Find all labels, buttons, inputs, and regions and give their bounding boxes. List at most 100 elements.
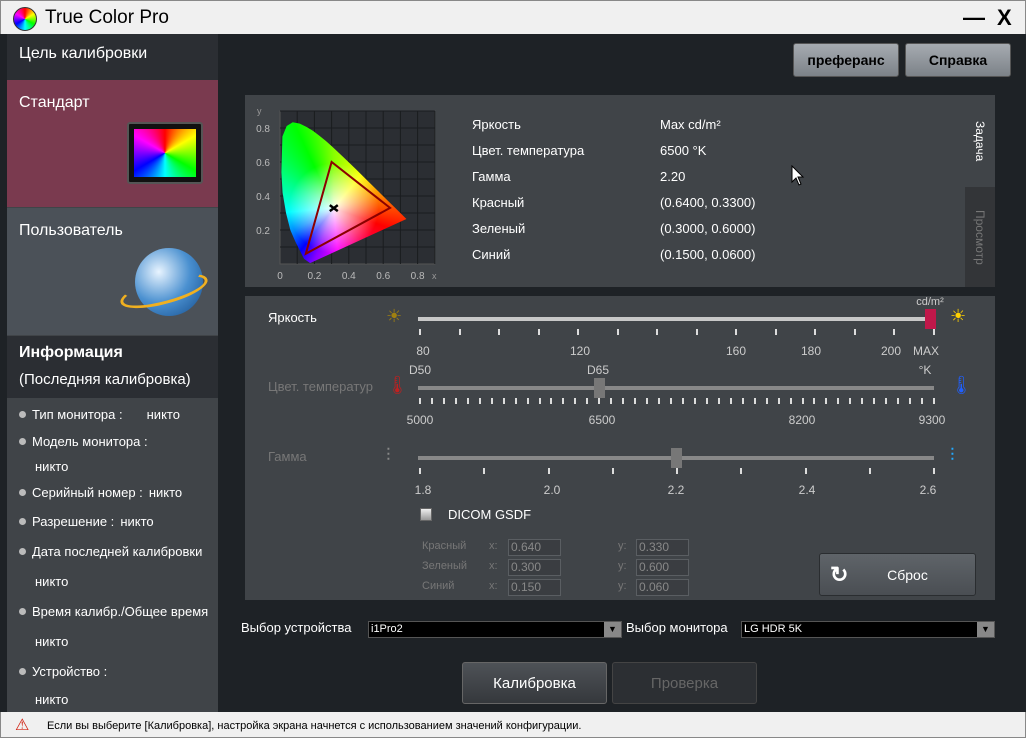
info-label: Разрешение : bbox=[32, 514, 115, 529]
temperature-tick bbox=[419, 398, 421, 404]
temperature-tick bbox=[837, 398, 840, 404]
temperature-slider-track[interactable] bbox=[418, 386, 934, 390]
sun-dim-icon: ☀ bbox=[386, 306, 403, 326]
tab-preview[interactable]: Просмотр bbox=[965, 187, 995, 287]
info-title: Информация bbox=[19, 344, 123, 361]
minimize-button[interactable]: — bbox=[963, 5, 985, 30]
info-label: Дата последней калибровки bbox=[32, 544, 203, 559]
temperature-tick bbox=[586, 398, 589, 404]
temperature-tick bbox=[777, 398, 780, 404]
dicom-checkbox[interactable] bbox=[420, 508, 432, 521]
target-standard[interactable]: Стандарт bbox=[7, 80, 218, 207]
monitor-select[interactable]: LG HDR 5K ▼ bbox=[741, 621, 995, 638]
summary-label: Синий bbox=[472, 247, 511, 262]
temperature-tick bbox=[646, 398, 649, 404]
verify-button[interactable]: Проверка bbox=[612, 662, 757, 704]
x-label: x: bbox=[489, 540, 498, 552]
chevron-down-icon[interactable]: ▼ bbox=[604, 622, 621, 637]
brightness-tick-label: 180 bbox=[800, 344, 822, 358]
temperature-tick bbox=[502, 398, 505, 404]
temperature-tick bbox=[897, 398, 900, 404]
settings-panel bbox=[245, 296, 995, 600]
primary-x-input[interactable]: 0.150 bbox=[508, 579, 561, 596]
info-item: Модель монитора : bbox=[19, 434, 148, 449]
temperature-tick bbox=[550, 398, 553, 404]
primary-y-input[interactable]: 0.600 bbox=[636, 559, 689, 576]
temperature-tick bbox=[598, 398, 601, 404]
close-button[interactable]: X bbox=[997, 5, 1012, 30]
chevron-down-icon[interactable]: ▼ bbox=[977, 622, 994, 637]
reset-label: Сброс bbox=[887, 566, 928, 583]
title-bar: True Color Pro — X bbox=[0, 0, 1026, 34]
temperature-tick bbox=[670, 398, 673, 404]
gamma-slider-handle[interactable] bbox=[671, 448, 682, 468]
help-button[interactable]: Справка bbox=[905, 43, 1011, 77]
info-value: никто bbox=[35, 634, 69, 649]
temperature-tick bbox=[466, 398, 469, 404]
gamut-triangle bbox=[304, 160, 392, 256]
temperature-tick-label: 8200 bbox=[788, 413, 816, 427]
y-label: y: bbox=[618, 560, 627, 572]
info-item: Время калибр./Общее время bbox=[19, 604, 208, 619]
thermometer-cool-icon: 🌡 bbox=[950, 375, 973, 395]
brightness-tick-label: 120 bbox=[569, 344, 591, 358]
temperature-tick bbox=[933, 398, 935, 404]
temperature-slider-handle[interactable] bbox=[594, 378, 605, 398]
reset-button[interactable]: ↻ Сброс bbox=[819, 553, 976, 596]
summary-label: Красный bbox=[472, 195, 525, 210]
primary-x-input[interactable]: 0.640 bbox=[508, 539, 561, 556]
bullet-icon bbox=[19, 548, 26, 555]
summary-label: Зеленый bbox=[472, 221, 526, 236]
x-label: x: bbox=[489, 560, 498, 572]
gamma-tick bbox=[868, 468, 871, 474]
temperature-tick bbox=[574, 398, 577, 404]
summary-label: Цвет. температура bbox=[472, 143, 585, 158]
preferences-button[interactable]: преферанс bbox=[793, 43, 899, 77]
temperature-tick bbox=[526, 398, 529, 404]
calibrate-button[interactable]: Калибровка bbox=[462, 662, 607, 704]
thermometer-warm-icon: 🌡 bbox=[386, 375, 409, 395]
y-tick-label: 0.8 bbox=[256, 124, 270, 135]
device-select[interactable]: i1Pro2 ▼ bbox=[368, 621, 622, 638]
y-tick-label: 0.6 bbox=[256, 158, 270, 169]
temperature-tick bbox=[789, 398, 792, 404]
info-value: никто bbox=[146, 407, 180, 422]
sidebar: Цель калибровки Стандарт Пользователь Ин… bbox=[7, 34, 218, 712]
slider-label-brightness: Яркость bbox=[268, 310, 317, 325]
gamma-tick-label: 2.2 bbox=[667, 483, 685, 497]
temperature-tick bbox=[430, 398, 433, 404]
temperature-tick bbox=[873, 398, 876, 404]
brightness-tick bbox=[933, 329, 935, 335]
primary-x-input[interactable]: 0.300 bbox=[508, 559, 561, 576]
dicom-label: DICOM GSDF bbox=[448, 507, 532, 522]
brightness-slider-track[interactable] bbox=[418, 317, 934, 321]
monitor-label: Выбор монитора bbox=[626, 620, 728, 635]
summary-value: Max cd/m² bbox=[660, 117, 721, 132]
y-label: y: bbox=[618, 540, 627, 552]
brightness-tick bbox=[814, 329, 817, 335]
temperature-tick bbox=[753, 398, 756, 404]
primary-y-input[interactable]: 0.330 bbox=[636, 539, 689, 556]
summary-label: Гамма bbox=[472, 169, 511, 184]
bullet-icon bbox=[19, 489, 26, 496]
primary-label: Синий bbox=[422, 580, 455, 592]
brightness-tick bbox=[458, 329, 461, 335]
x-tick-label: 0.8 bbox=[411, 271, 425, 282]
brightness-tick bbox=[616, 329, 619, 335]
info-item: Дата последней калибровки bbox=[19, 544, 202, 559]
target-user[interactable]: Пользователь bbox=[7, 208, 218, 335]
primary-label: Красный bbox=[422, 540, 467, 552]
primary-y-input[interactable]: 0.060 bbox=[636, 579, 689, 596]
tab-task[interactable]: Задача bbox=[965, 95, 995, 187]
info-value: никто bbox=[35, 459, 69, 474]
status-bar: ⚠ Если вы выберите [Калибровка], настрой… bbox=[0, 712, 1026, 738]
brightness-slider-handle[interactable] bbox=[925, 309, 936, 329]
temperature-tick bbox=[693, 398, 696, 404]
info-label: Серийный номер : bbox=[32, 485, 143, 500]
primary-label: Зеленый bbox=[422, 560, 468, 572]
info-value: никто bbox=[35, 692, 69, 707]
slider-label-gamma: Гамма bbox=[268, 449, 307, 464]
temperature-unit: °K bbox=[918, 363, 932, 377]
brightness-tick bbox=[735, 329, 738, 335]
info-label: Тип монитора : bbox=[32, 407, 123, 422]
